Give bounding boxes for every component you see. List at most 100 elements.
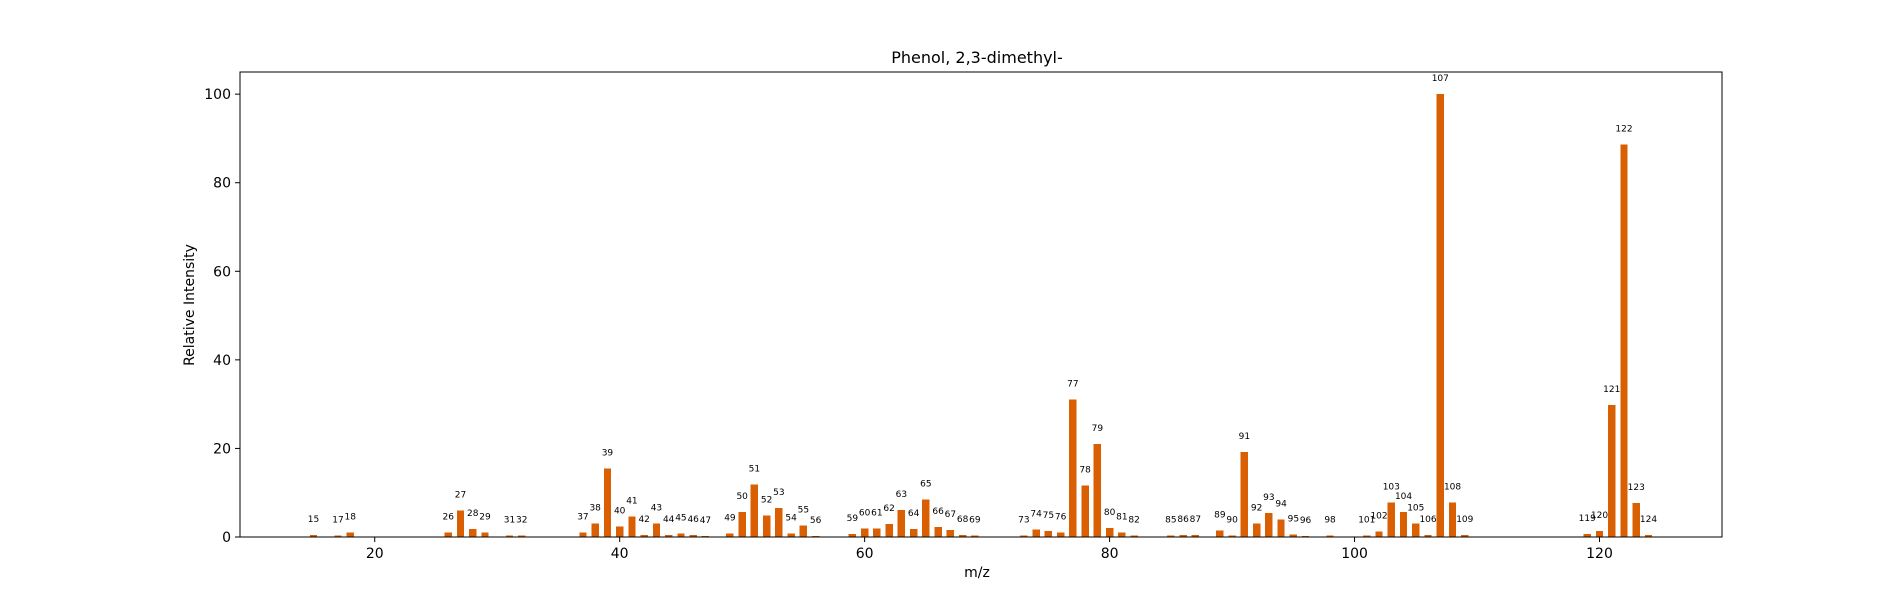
bar-mz-105 [1412,523,1420,537]
peak-label-69: 69 [969,516,981,526]
peak-label-96: 96 [1300,516,1312,526]
peak-label-94: 94 [1275,500,1287,510]
bar-mz-76 [1056,532,1065,537]
bar-mz-68 [958,534,967,537]
y-axis-label: Relative Intensity [182,244,198,366]
peak-label-32: 32 [516,516,527,526]
bar-mz-66 [934,526,942,537]
bar-mz-107 [1436,94,1444,538]
peak-label-27: 27 [455,490,466,500]
peak-label-43: 43 [651,504,662,514]
peak-label-68: 68 [957,515,969,525]
peak-label-60: 60 [859,509,871,519]
bar-mz-109 [1461,534,1469,537]
peak-label-77: 77 [1067,380,1078,390]
peak-label-82: 82 [1128,516,1139,526]
bar-mz-69 [971,535,979,537]
peak-label-119: 119 [1579,514,1596,524]
peak-label-104: 104 [1395,492,1412,502]
x-tick-label-80: 80 [1101,546,1119,562]
peak-label-50: 50 [736,492,748,502]
bar-mz-26 [444,532,452,537]
bar-mz-41 [628,516,636,537]
bar-mz-74 [1032,529,1040,537]
bar-mz-45 [677,533,685,537]
bar-mz-65 [922,499,930,537]
bar-mz-93 [1265,513,1273,537]
peak-label-120: 120 [1591,511,1608,521]
bar-mz-89 [1216,530,1224,537]
peak-label-123: 123 [1628,483,1645,493]
bar-mz-77 [1069,399,1077,537]
bar-mz-62 [885,524,893,537]
peak-label-85: 85 [1165,516,1176,526]
peak-label-63: 63 [896,490,907,500]
peak-label-121: 121 [1603,385,1620,395]
peak-label-124: 124 [1640,515,1657,525]
y-tick-label-40: 40 [213,353,231,369]
bar-mz-15 [309,535,318,537]
peak-label-108: 108 [1444,482,1461,492]
peak-label-40: 40 [614,506,626,516]
peak-label-18: 18 [345,513,357,523]
bar-mz-31 [505,535,514,537]
bar-mz-44 [665,534,673,537]
peak-label-101: 101 [1358,516,1375,526]
bar-mz-104 [1399,511,1408,537]
peak-label-109: 109 [1456,515,1473,525]
bar-mz-103 [1387,502,1395,537]
bar-mz-67 [946,529,955,537]
bar-mz-123 [1632,502,1640,537]
bar-mz-98 [1326,535,1334,537]
peak-label-44: 44 [663,515,675,525]
peak-label-73: 73 [1018,516,1029,526]
peak-label-31: 31 [504,516,515,526]
peak-label-49: 49 [724,513,736,523]
bar-mz-39 [603,468,612,537]
peak-label-87: 87 [1190,515,1201,525]
bar-mz-80 [1105,528,1114,537]
peak-label-66: 66 [932,507,944,517]
bar-mz-91 [1240,451,1249,537]
bar-mz-119 [1583,533,1591,537]
bars-group [309,94,1653,538]
bar-mz-37 [579,532,587,537]
bar-mz-27 [456,510,465,537]
peak-label-52: 52 [761,496,772,506]
peak-label-51: 51 [749,465,760,475]
bar-mz-40 [616,526,624,537]
bar-mz-51 [750,484,759,537]
peak-label-75: 75 [1043,511,1054,521]
peak-label-74: 74 [1030,509,1042,519]
bar-mz-79 [1093,444,1102,537]
peak-label-41: 41 [626,497,637,507]
peak-label-59: 59 [847,514,859,524]
y-tick-label-60: 60 [213,264,231,280]
peak-label-106: 106 [1419,515,1436,525]
x-tick-label-20: 20 [366,546,384,562]
peak-label-29: 29 [479,513,491,523]
x-axis-label: m/z [964,565,990,581]
peak-label-47: 47 [700,516,711,526]
bar-mz-28 [469,529,477,537]
y-tick-label-80: 80 [213,176,231,192]
bar-mz-18 [346,532,354,537]
bar-mz-101 [1363,535,1371,537]
peak-label-95: 95 [1288,514,1299,524]
bar-mz-86 [1179,534,1187,537]
bar-mz-60 [860,528,869,537]
x-tick-label-60: 60 [856,546,874,562]
peak-label-98: 98 [1324,516,1336,526]
peak-label-26: 26 [442,513,454,523]
bar-mz-122 [1620,144,1628,537]
bar-mz-73 [1020,535,1028,537]
bar-mz-87 [1191,534,1200,537]
bar-mz-75 [1044,530,1053,537]
peak-label-102: 102 [1370,512,1387,522]
bar-mz-61 [873,528,881,537]
bar-mz-17 [334,535,342,537]
y-tick-label-20: 20 [213,441,231,457]
peak-label-39: 39 [602,448,614,458]
peak-label-81: 81 [1116,513,1127,523]
